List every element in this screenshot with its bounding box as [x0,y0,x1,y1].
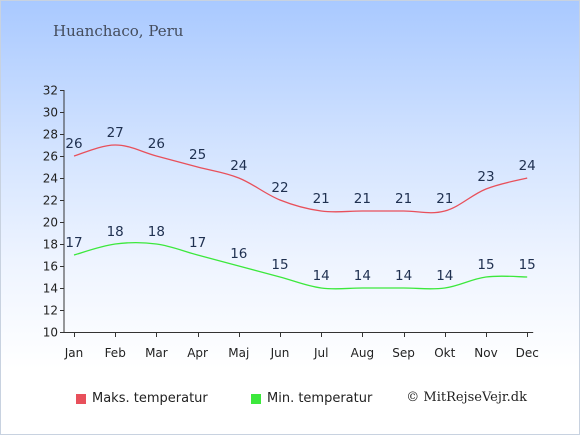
series-lines [73,144,528,290]
max-temp-label: 26 [148,136,165,152]
x-tick-label: Dec [516,346,539,360]
x-tick-label: Jun [270,346,290,360]
y-tick-label: 28 [43,128,58,142]
x-tick-label: Feb [105,346,126,360]
min-temp-label: 17 [65,235,82,251]
y-tick-label: 14 [43,282,58,296]
max-temp-label: 22 [271,180,288,196]
x-tick-label: Jul [313,346,328,360]
x-tick-label: Apr [187,346,208,360]
y-tick-label: 20 [43,216,58,230]
max-temp-label: 21 [395,191,412,207]
max-temp-label: 24 [519,158,536,174]
y-tick-label: 12 [43,304,58,318]
max-temp-label: 21 [354,191,371,207]
min-temp-label: 16 [230,246,247,262]
y-tick-label: 22 [43,194,58,208]
y-tick-label: 16 [43,260,58,274]
max-temp-label: 24 [230,158,247,174]
x-tick-label: Aug [351,346,374,360]
legend-swatch-max [76,393,86,404]
legend-swatch-min [251,393,261,404]
site-credit: © MitRejseVejr.dk [406,390,527,405]
legend-label-min: Min. temperatur [267,391,373,406]
min-temp-label: 15 [271,257,288,273]
min-temp-label: 15 [519,257,536,273]
x-tick-label: Maj [228,346,249,360]
legend-label-max: Maks. temperatur [92,391,208,406]
min-temp-label: 14 [354,268,371,284]
max-temp-label: 21 [436,191,453,207]
axes: 10 12 14 16 18 20 22 24 26 28 30 32 Jan Feb Mar Apr Maj J… [43,84,539,361]
y-tick-label: 24 [43,172,58,186]
max-temperature-line [73,144,528,214]
min-temp-label: 14 [395,268,412,284]
y-tick-label: 10 [43,326,58,340]
x-tick-label: Sep [392,346,415,360]
min-temp-label: 14 [313,268,330,284]
min-temperature-line [73,241,528,290]
x-tick-label: Okt [434,346,455,360]
min-temp-label: 15 [477,257,494,273]
min-temp-label: 18 [148,224,165,240]
x-tick-label: Nov [474,346,497,360]
x-tick-label: Jan [64,346,84,360]
max-temp-label: 27 [107,125,124,141]
chart-title: Huanchaco, Peru [53,22,184,40]
max-temp-label: 21 [313,191,330,207]
max-temp-label: 25 [189,147,206,163]
min-temp-label: 17 [189,235,206,251]
y-tick-label: 18 [43,238,58,252]
min-temp-label: 14 [436,268,453,284]
data-labels: 26 27 26 25 24 22 21 21 21 21 23 24 17 18 18 17 16 15 14 14… [65,125,535,284]
legend-item-min: Min. temperatur [251,391,372,406]
y-tick-label: 32 [43,84,58,98]
x-tick-label: Mar [145,346,168,360]
y-tick-label: 30 [43,106,58,120]
min-temp-label: 18 [107,224,124,240]
legend-item-max: Maks. temperatur [76,391,208,406]
y-tick-label: 26 [43,150,58,164]
max-temp-label: 26 [65,136,82,152]
max-temp-label: 23 [477,169,494,185]
